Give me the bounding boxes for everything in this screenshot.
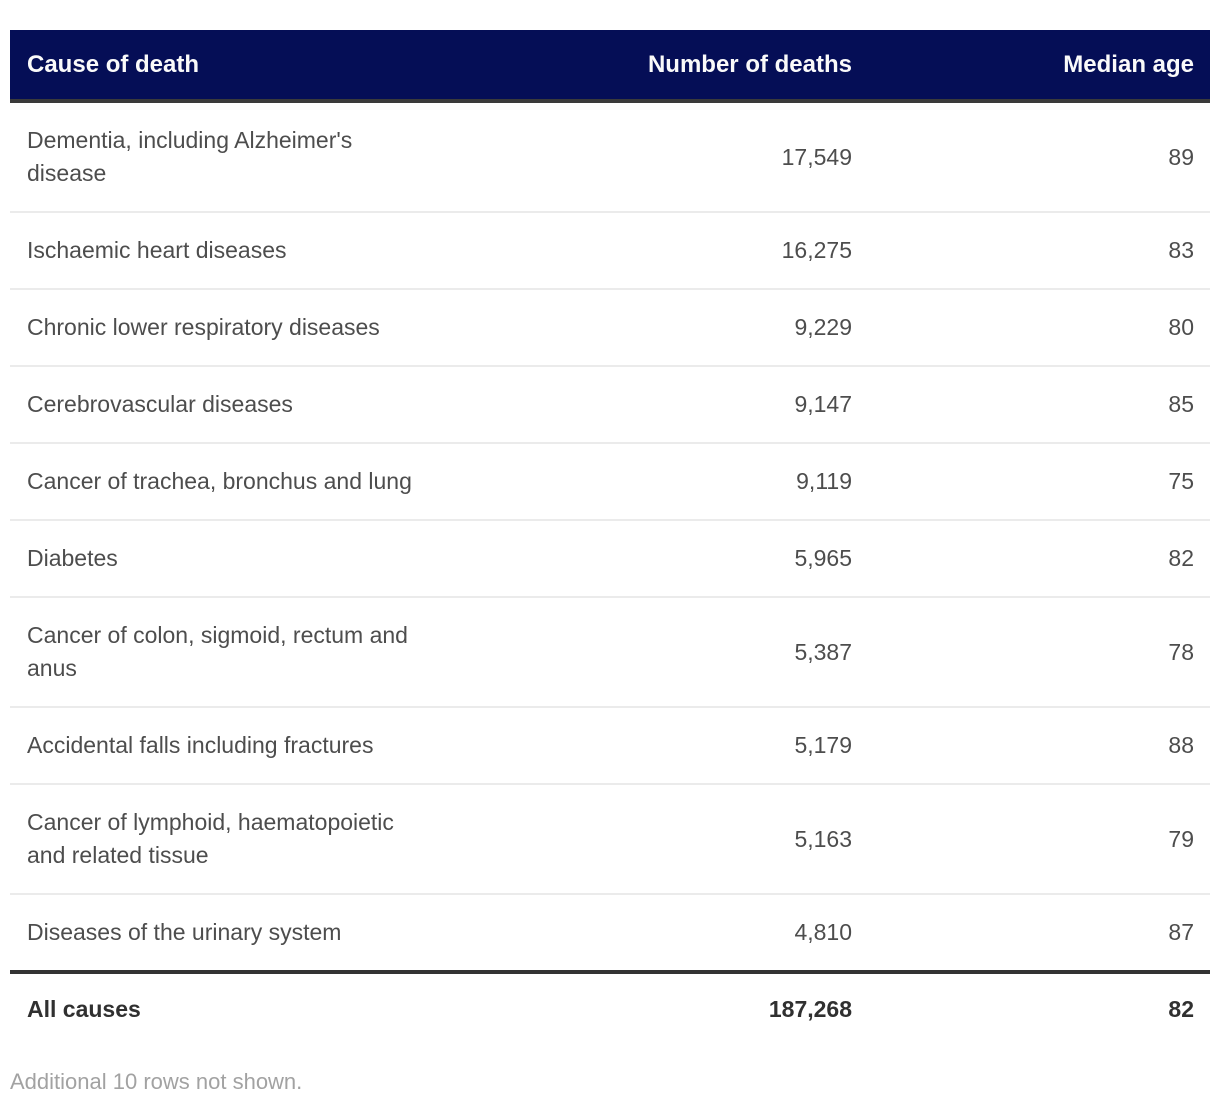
deaths-cell: 9,119 [796,468,852,494]
median-age-cell: 82 [1168,545,1194,571]
median-age-cell: 85 [1168,391,1194,417]
median-age-cell: 79 [1168,825,1194,852]
median-age-cell: 89 [1168,143,1194,170]
cause-cell: Accidental falls including fractures [27,732,374,758]
median-age-cell: 87 [1168,919,1194,945]
cause-cell: Diseases of the urinary system [27,919,342,945]
table-row: Chronic lower respiratory diseases 9,229… [10,290,1210,367]
table-row: Cancer of colon, sigmoid, rectum and anu… [10,598,1210,708]
total-row: All causes 187,268 82 [10,970,1210,1045]
cause-cell: Cancer of trachea, bronchus and lung [27,468,412,494]
cause-cell: Chronic lower respiratory diseases [27,314,380,340]
table-row: Cerebrovascular diseases 9,147 85 [10,367,1210,444]
deaths-cell: 9,147 [794,391,852,417]
causes-of-death-table: Cause of death Number of deaths Median a… [10,30,1210,1045]
table-row: Diseases of the urinary system 4,810 87 [10,895,1210,970]
column-header-median-age: Median age [1063,50,1194,78]
total-label: All causes [27,996,141,1022]
rows-not-shown-note: Additional 10 rows not shown. [10,1069,303,1094]
total-median-age: 82 [1168,996,1194,1022]
deaths-cell: 5,163 [794,825,852,852]
deaths-cell: 5,179 [794,732,852,758]
cause-cell: Diabetes [27,545,118,571]
median-age-cell: 75 [1168,468,1194,494]
table-row: Cancer of lymphoid, haematopoietic and r… [10,785,1210,895]
table-row: Dementia, including Alzheimer's disease … [10,103,1210,213]
column-header-cause: Cause of death [27,50,200,78]
deaths-cell: 16,275 [781,237,852,263]
median-age-cell: 83 [1168,237,1194,263]
cause-cell: Cancer of colon, sigmoid, rectum and anu… [27,622,408,681]
median-age-cell: 78 [1168,638,1194,665]
deaths-cell: 17,549 [781,143,852,170]
cause-cell: Dementia, including Alzheimer's disease [27,127,353,186]
cause-cell: Ischaemic heart diseases [27,237,287,263]
deaths-cell: 5,387 [794,638,852,665]
median-age-cell: 80 [1168,314,1194,340]
column-header-deaths: Number of deaths [647,50,852,78]
deaths-cell: 9,229 [794,314,852,340]
median-age-cell: 88 [1168,732,1194,758]
deaths-cell: 4,810 [794,919,852,945]
cause-cell: Cerebrovascular diseases [27,391,293,417]
table-header-row: Cause of death Number of deaths Median a… [10,30,1210,103]
table-row: Ischaemic heart diseases 16,275 83 [10,213,1210,290]
table-row: Cancer of trachea, bronchus and lung 9,1… [10,444,1210,521]
table-row: Diabetes 5,965 82 [10,521,1210,598]
cause-cell: Cancer of lymphoid, haematopoietic and r… [27,809,394,868]
table-row: Accidental falls including fractures 5,1… [10,708,1210,785]
total-deaths: 187,268 [768,996,852,1022]
deaths-cell: 5,965 [794,545,852,571]
